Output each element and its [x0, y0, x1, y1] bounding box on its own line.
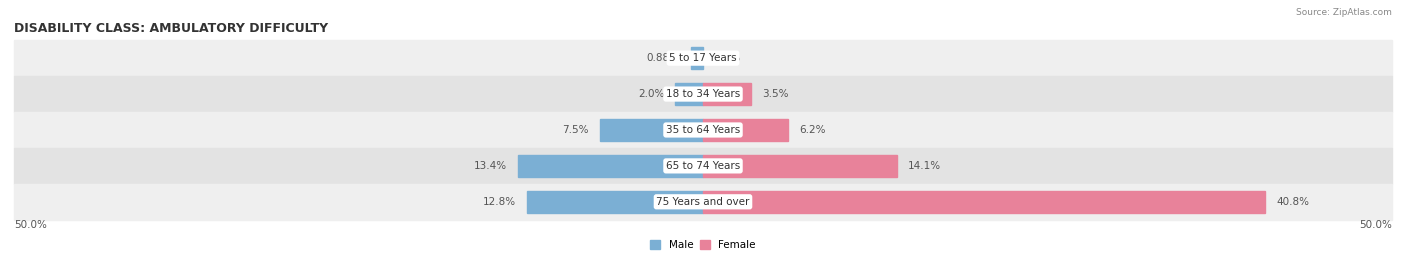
Text: 0.0%: 0.0%: [714, 53, 741, 63]
Bar: [703, 155, 897, 177]
Bar: [14, 76, 1392, 112]
Bar: [527, 191, 703, 213]
Bar: [599, 119, 703, 141]
Bar: [690, 47, 703, 69]
Text: 7.5%: 7.5%: [562, 125, 589, 135]
Text: 12.8%: 12.8%: [482, 197, 516, 207]
Text: 40.8%: 40.8%: [1277, 197, 1309, 207]
Text: 2.0%: 2.0%: [638, 89, 665, 99]
Bar: [703, 191, 1265, 213]
Bar: [14, 40, 1392, 76]
Text: 6.2%: 6.2%: [800, 125, 825, 135]
Text: 35 to 64 Years: 35 to 64 Years: [666, 125, 740, 135]
Text: 65 to 74 Years: 65 to 74 Years: [666, 161, 740, 171]
Bar: [703, 83, 751, 105]
Legend: Male, Female: Male, Female: [645, 236, 761, 254]
Text: 50.0%: 50.0%: [14, 220, 46, 230]
Text: 0.88%: 0.88%: [647, 53, 681, 63]
Bar: [519, 155, 703, 177]
Text: 75 Years and over: 75 Years and over: [657, 197, 749, 207]
Text: 3.5%: 3.5%: [762, 89, 789, 99]
Text: 14.1%: 14.1%: [908, 161, 942, 171]
Text: 5 to 17 Years: 5 to 17 Years: [669, 53, 737, 63]
Bar: [14, 112, 1392, 148]
Text: 50.0%: 50.0%: [1360, 220, 1392, 230]
Bar: [14, 148, 1392, 184]
Text: 13.4%: 13.4%: [474, 161, 508, 171]
Bar: [14, 184, 1392, 220]
Text: DISABILITY CLASS: AMBULATORY DIFFICULTY: DISABILITY CLASS: AMBULATORY DIFFICULTY: [14, 22, 328, 35]
Bar: [675, 83, 703, 105]
Bar: [703, 119, 789, 141]
Text: Source: ZipAtlas.com: Source: ZipAtlas.com: [1296, 8, 1392, 17]
Text: 18 to 34 Years: 18 to 34 Years: [666, 89, 740, 99]
